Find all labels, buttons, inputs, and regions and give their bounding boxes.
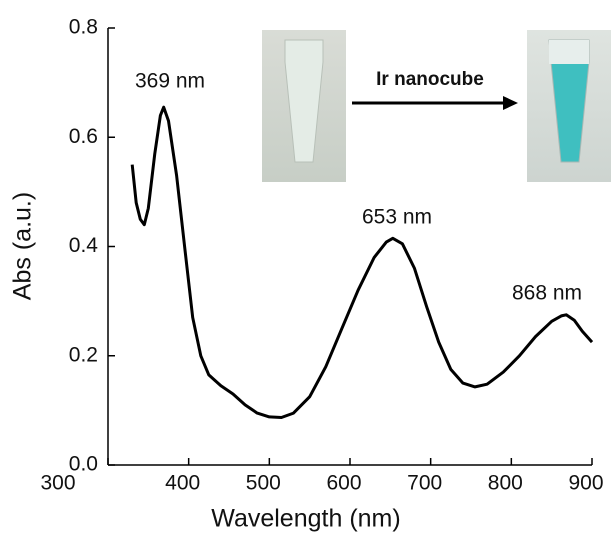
- y-tick-label: 0.2: [69, 343, 98, 366]
- x-tick-label: 600: [326, 472, 361, 495]
- y-tick-label: 0.6: [69, 125, 98, 148]
- x-tick-label: 300: [40, 472, 75, 495]
- inset-photo-before: [262, 30, 346, 182]
- inset-photo-after: [527, 30, 611, 182]
- y-axis-label: Abs (a.u.): [9, 192, 37, 300]
- x-axis-label: Wavelength (nm): [211, 505, 400, 533]
- line-series: [130, 105, 594, 419]
- annotation: 369 nm: [135, 70, 205, 93]
- annotation: 653 nm: [362, 206, 432, 229]
- y-tick-label: 0.0: [69, 453, 98, 476]
- x-tick-label: 800: [488, 472, 523, 495]
- inset-arrowhead: [503, 96, 518, 110]
- x-tick-label: 500: [246, 472, 281, 495]
- annotation: 868 nm: [512, 282, 582, 305]
- y-tick-label: 0.8: [69, 16, 98, 39]
- x-tick-label: 900: [568, 472, 603, 495]
- x-tick-label: 700: [407, 472, 442, 495]
- y-tick-label: 0.4: [69, 234, 99, 257]
- inset-label: Ir nanocube: [376, 69, 484, 90]
- x-tick-label: 400: [165, 472, 200, 495]
